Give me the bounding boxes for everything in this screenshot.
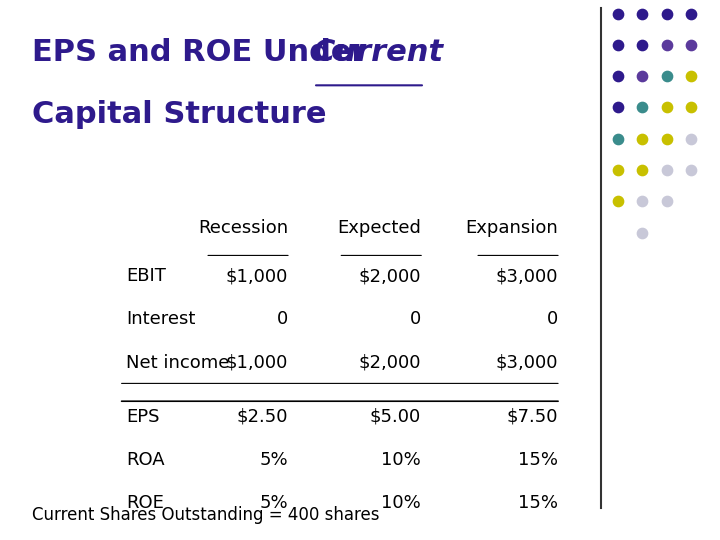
Text: 15%: 15% [518, 451, 558, 469]
Text: 5%: 5% [259, 494, 288, 512]
Text: $2,000: $2,000 [359, 354, 421, 372]
Text: Current Shares Outstanding = 400 shares: Current Shares Outstanding = 400 shares [32, 506, 380, 524]
Text: 15%: 15% [518, 494, 558, 512]
Text: EPS and ROE Under: EPS and ROE Under [32, 38, 377, 67]
Text: Capital Structure: Capital Structure [32, 100, 327, 129]
Text: Expansion: Expansion [465, 219, 558, 237]
Text: Net income: Net income [126, 354, 230, 372]
Text: EPS: EPS [126, 408, 160, 426]
Text: 10%: 10% [382, 494, 421, 512]
Text: 0: 0 [276, 310, 288, 328]
Text: $2,000: $2,000 [359, 267, 421, 285]
Text: $5.00: $5.00 [370, 408, 421, 426]
Text: $3,000: $3,000 [495, 267, 558, 285]
Text: $7.50: $7.50 [506, 408, 558, 426]
Text: EBIT: EBIT [126, 267, 166, 285]
Text: Expected: Expected [338, 219, 421, 237]
Text: ROE: ROE [126, 494, 164, 512]
Text: 10%: 10% [382, 451, 421, 469]
Text: $2.50: $2.50 [236, 408, 288, 426]
Text: 0: 0 [546, 310, 558, 328]
Text: $1,000: $1,000 [225, 354, 288, 372]
Text: Recession: Recession [198, 219, 288, 237]
Text: Interest: Interest [126, 310, 195, 328]
Text: Current: Current [313, 38, 444, 67]
Text: ROA: ROA [126, 451, 165, 469]
Text: $1,000: $1,000 [225, 267, 288, 285]
Text: $3,000: $3,000 [495, 354, 558, 372]
Text: 0: 0 [410, 310, 421, 328]
Text: 5%: 5% [259, 451, 288, 469]
